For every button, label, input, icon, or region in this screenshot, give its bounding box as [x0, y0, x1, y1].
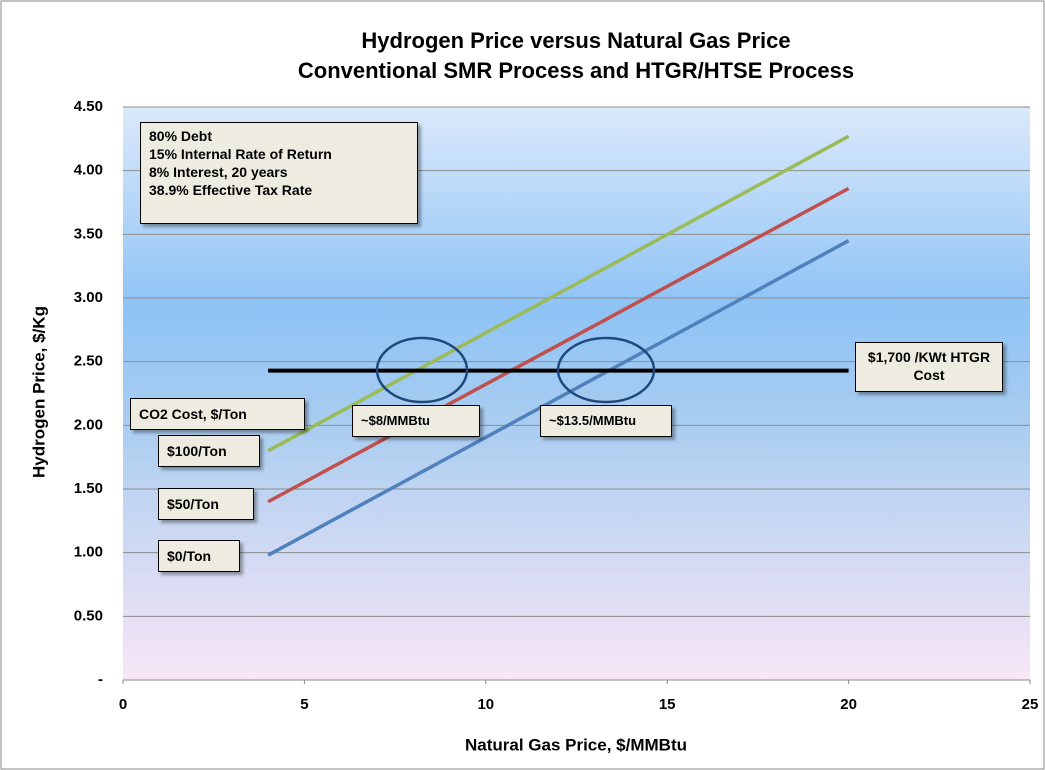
- x-tick-label: 25: [1022, 696, 1039, 713]
- y-tick-label: -: [98, 671, 103, 688]
- assumptions-box: 80% Debt 15% Internal Rate of Return 8% …: [140, 122, 418, 224]
- x-tick-label: 0: [119, 696, 127, 713]
- y-tick-label: 4.00: [74, 162, 103, 179]
- highlight-ellipse: [556, 336, 656, 404]
- legend-entry: $0/Ton: [158, 540, 240, 572]
- series-line: [267, 239, 850, 557]
- htgr-label: $1,700 /KWt HTGR Cost: [855, 342, 1003, 392]
- y-tick-label: 2.50: [74, 353, 103, 370]
- assumption: 80% Debt: [149, 128, 213, 144]
- legend-entry: $50/Ton: [158, 488, 254, 520]
- y-axis-title: Hydrogen Price, $/Kg: [29, 306, 48, 478]
- crossover-label: ~$13.5/MMBtu: [540, 405, 672, 437]
- x-tick-label: 5: [300, 696, 308, 713]
- x-axis-title: Natural Gas Price, $/MMBtu: [465, 735, 687, 754]
- crossover-label: ~$8/MMBtu: [352, 405, 480, 437]
- y-tick-label: 0.50: [74, 607, 103, 624]
- y-tick-label: 3.00: [74, 289, 103, 306]
- series-line: [267, 186, 850, 504]
- legend-entry: $100/Ton: [158, 435, 260, 467]
- y-tick-label: 1.00: [74, 544, 103, 561]
- assumption: 8% Interest, 20 years: [149, 164, 288, 180]
- x-tick-label: 10: [477, 696, 494, 713]
- y-tick-label: 1.50: [74, 480, 103, 497]
- assumption: 15% Internal Rate of Return: [149, 146, 332, 162]
- chart-title: Hydrogen Price versus Natural Gas Price: [361, 28, 790, 53]
- legend-title: CO2 Cost, $/Ton: [130, 398, 305, 430]
- x-tick-label: 15: [659, 696, 676, 713]
- y-tick-label: 4.50: [74, 98, 103, 115]
- highlight-ellipse: [375, 336, 469, 404]
- x-tick-label: 20: [840, 696, 857, 713]
- y-tick-label: 2.00: [74, 416, 103, 433]
- y-tick-label: 3.50: [74, 225, 103, 242]
- series-line: [267, 134, 850, 453]
- chart-subtitle: Conventional SMR Process and HTGR/HTSE P…: [298, 58, 854, 83]
- assumption: 38.9% Effective Tax Rate: [149, 182, 313, 198]
